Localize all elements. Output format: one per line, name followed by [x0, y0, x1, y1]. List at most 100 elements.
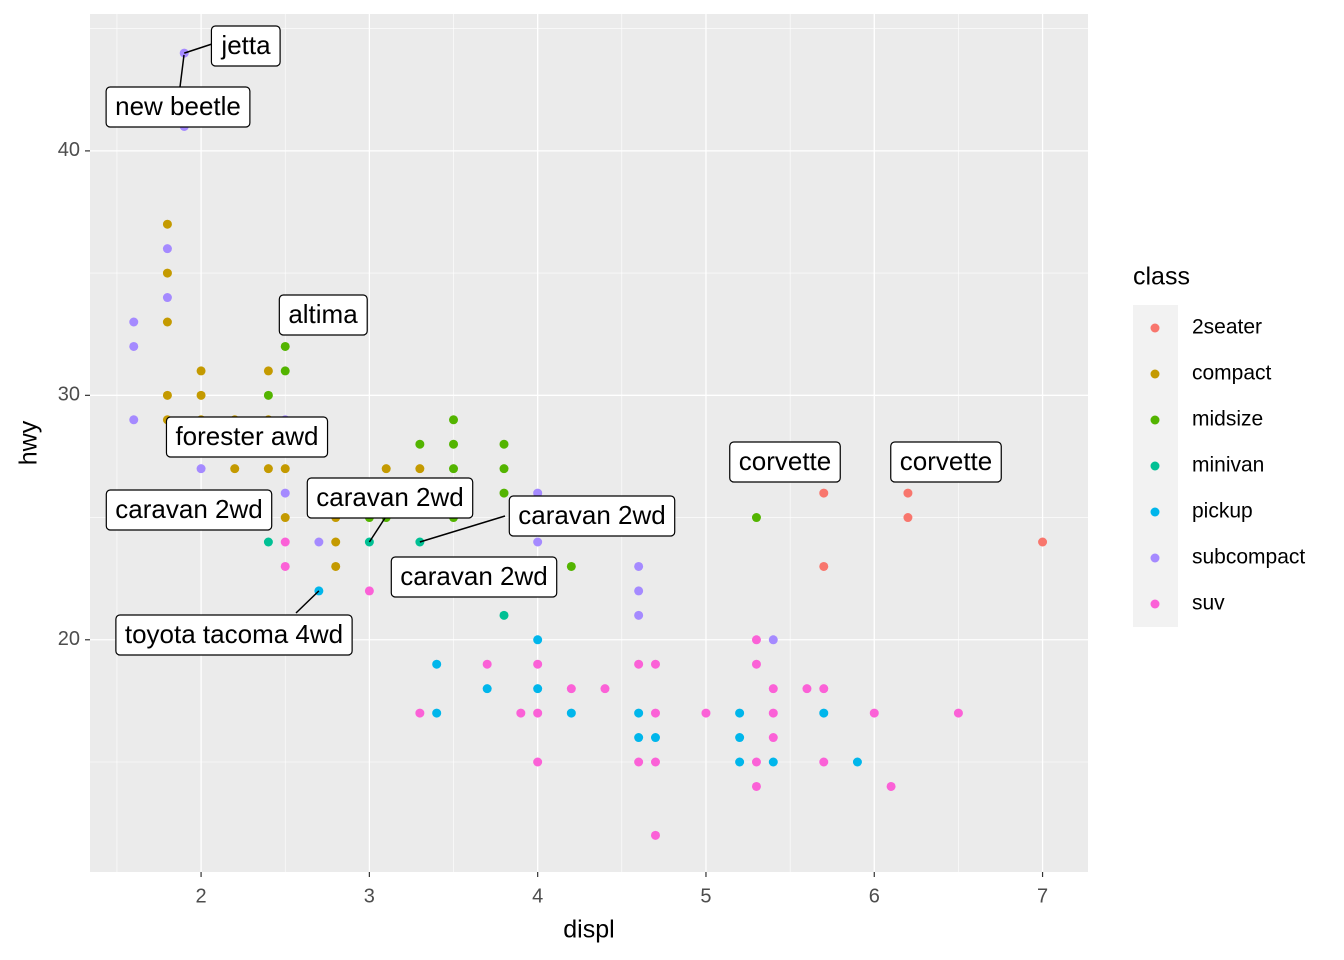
point: [903, 513, 913, 523]
point: [634, 733, 644, 743]
point: [314, 537, 324, 547]
point: [449, 464, 459, 474]
y-axis-title: hwy: [15, 420, 43, 465]
point: [751, 659, 761, 669]
legend-key: [1150, 553, 1160, 563]
label-box: [165, 416, 329, 458]
point: [768, 635, 778, 645]
point: [129, 415, 139, 425]
point: [634, 757, 644, 767]
point: [263, 366, 273, 376]
point: [415, 464, 425, 474]
x-tick-label: 6: [869, 885, 880, 907]
label-segment: [179, 54, 185, 88]
point: [634, 561, 644, 571]
point: [263, 464, 273, 474]
legend-key: [1150, 507, 1160, 517]
legend-label: minivan: [1192, 454, 1264, 477]
label-box: [278, 294, 368, 336]
point: [751, 757, 761, 767]
point: [869, 708, 879, 718]
point: [566, 561, 576, 571]
label-text: altima: [288, 299, 358, 329]
legend-label: 2seater: [1192, 316, 1262, 339]
x-tick-label: 2: [196, 885, 207, 907]
point: [280, 561, 290, 571]
legend-key: [1150, 599, 1160, 609]
point: [533, 537, 543, 547]
y-tick-label: 20: [58, 628, 80, 650]
legend-key: [1150, 461, 1160, 471]
point: [162, 219, 172, 229]
point: [634, 586, 644, 596]
point: [432, 659, 442, 669]
label-segment: [368, 517, 386, 543]
point: [650, 708, 660, 718]
point: [566, 684, 576, 694]
x-tick-label: 5: [700, 885, 711, 907]
point: [903, 488, 913, 498]
point: [162, 244, 172, 254]
point: [331, 561, 341, 571]
legend-key: [1150, 369, 1160, 379]
point: [162, 293, 172, 303]
point: [533, 757, 543, 767]
point: [802, 684, 812, 694]
point: [953, 708, 963, 718]
x-tick-label: 4: [532, 885, 543, 907]
point: [482, 659, 492, 669]
point: [516, 708, 526, 718]
label-text: forester awd: [175, 421, 318, 451]
legend: class 2seater compact midsize minivan pickup…: [1133, 263, 1305, 627]
legend-key: [1150, 415, 1160, 425]
point: [415, 708, 425, 718]
point: [819, 708, 829, 718]
label-text: corvette: [739, 446, 832, 476]
point: [819, 561, 829, 571]
point: [533, 488, 543, 498]
point: [1038, 537, 1048, 547]
point: [650, 830, 660, 840]
label-box: [306, 477, 474, 519]
label-text: caravan 2wd: [115, 494, 262, 524]
point: [196, 390, 206, 400]
label-text: jetta: [220, 30, 271, 60]
label-box: [890, 441, 1002, 483]
point: [650, 659, 660, 669]
point: [634, 708, 644, 718]
point: [162, 390, 172, 400]
label-segment: [184, 43, 213, 54]
legend-key: [1150, 323, 1160, 333]
legend-title: class: [1133, 263, 1190, 291]
point: [735, 733, 745, 743]
label-segment: [295, 590, 320, 614]
point: [751, 635, 761, 645]
point: [482, 684, 492, 694]
label-text: toyota tacoma 4wd: [125, 619, 343, 649]
point: [650, 757, 660, 767]
label-box: [390, 556, 558, 598]
point: [768, 757, 778, 767]
point: [230, 464, 240, 474]
point: [129, 341, 139, 351]
legend-label: midsize: [1192, 408, 1263, 431]
label-text: caravan 2wd: [400, 561, 547, 591]
legend-label: pickup: [1192, 500, 1253, 523]
label-text: caravan 2wd: [316, 482, 463, 512]
point: [263, 537, 273, 547]
point: [263, 390, 273, 400]
point: [162, 317, 172, 327]
point: [634, 659, 644, 669]
point: [449, 415, 459, 425]
point: [280, 366, 290, 376]
point: [129, 317, 139, 327]
point: [280, 341, 290, 351]
label-text: new beetle: [115, 91, 241, 121]
point: [415, 439, 425, 449]
point: [280, 464, 290, 474]
label-text: caravan 2wd: [518, 500, 665, 530]
point: [280, 488, 290, 498]
point: [735, 708, 745, 718]
point: [364, 586, 374, 596]
